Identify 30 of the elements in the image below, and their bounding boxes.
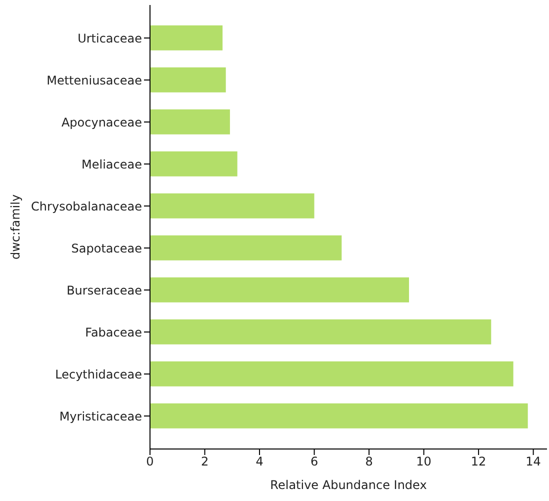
bar [150,235,342,260]
bar [150,109,230,134]
y-tick-label: Lecythidaceae [55,367,142,382]
bar [150,319,492,344]
y-tick-label: Fabaceae [85,325,142,340]
x-tick-label: 4 [256,454,264,469]
y-axis-title: dwc:family [8,194,22,260]
y-tick-label: Myristicaceae [59,409,142,424]
x-tick-label: 0 [146,454,154,469]
bar [150,277,410,302]
x-axis-title: Relative Abundance Index [270,478,427,492]
bar [150,193,314,218]
x-tick-label: 2 [200,454,209,469]
y-tick-label: Burseraceae [66,283,142,298]
bar [150,361,514,386]
x-tick-label: 8 [365,454,373,469]
y-tick-label: Metteniusaceae [46,73,142,88]
bar [150,25,223,50]
y-tick-label: Urticaceae [78,31,142,46]
bar [150,151,238,176]
y-tick-label: Apocynaceae [61,115,142,130]
y-tick-label: Sapotaceae [71,241,142,256]
y-tick-label: Meliaceae [82,157,142,172]
x-tick-label: 12 [470,454,486,469]
y-tick-label: Chrysobalanaceae [31,199,142,214]
bar [150,403,528,428]
bar [150,67,226,92]
x-tick-label: 10 [416,454,432,469]
x-tick-label: 6 [310,454,318,469]
x-tick-label: 14 [526,454,541,469]
